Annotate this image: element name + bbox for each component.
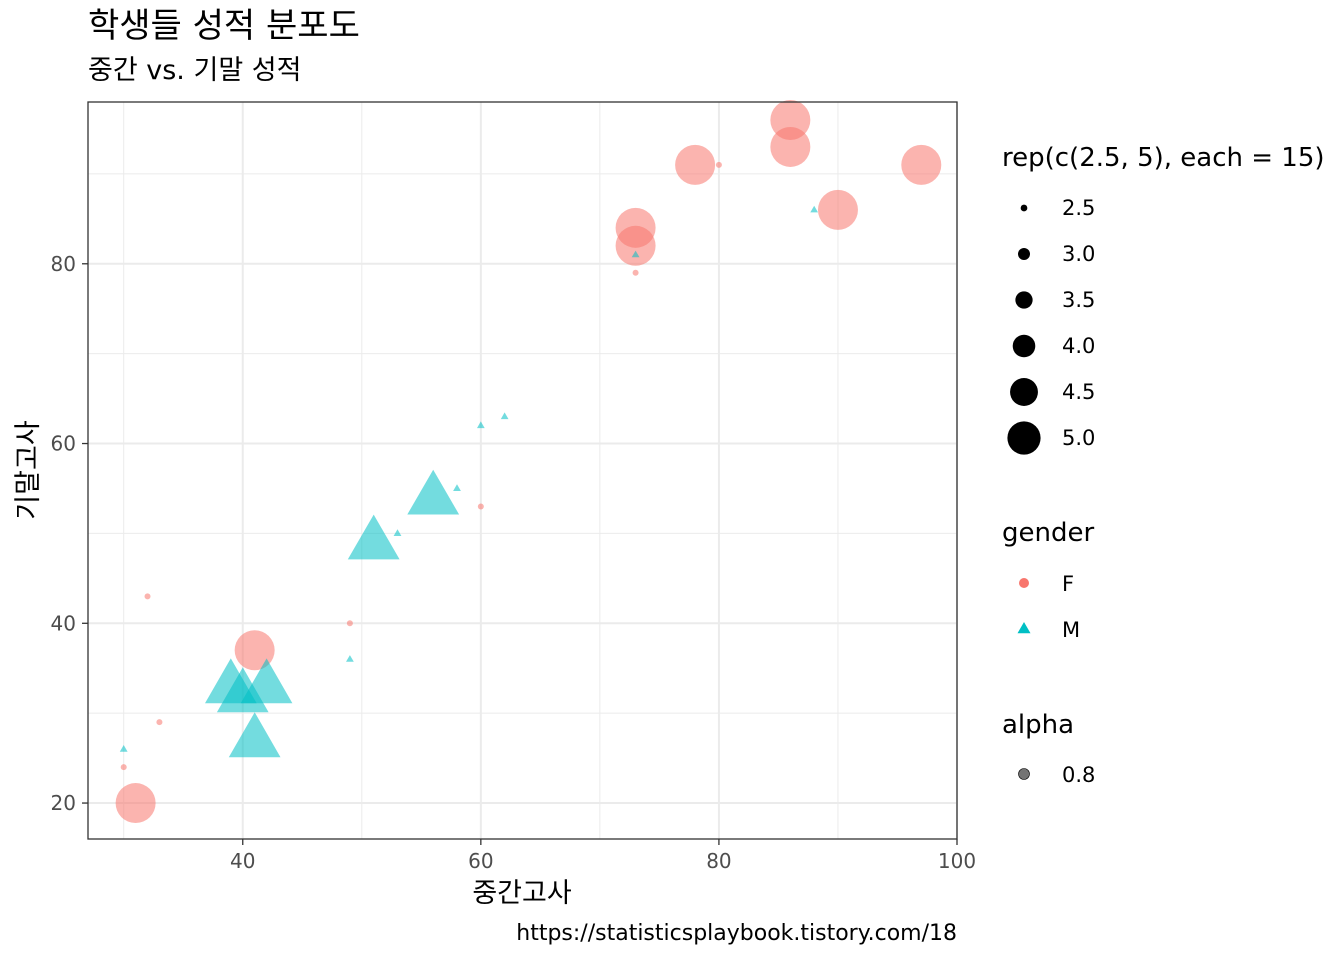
point-m-88-86 [810,205,818,213]
size-legend: rep(c(2.5, 5), each = 15) 2.5 3.0 3.5 4.0 4.… [1002,143,1325,455]
size-legend-label: 4.0 [1062,334,1095,358]
plot-panel [87,99,958,840]
point-f-32-43 [144,593,151,600]
gender-legend-keys: FM [1017,572,1080,642]
point-m-40-32 [216,667,269,713]
alpha-legend-key [1018,768,1030,780]
point-f-33-29 [156,719,163,726]
point-f-80-91 [715,161,722,168]
gender-legend-title: gender [1002,518,1094,548]
point-f-78-91 [675,144,716,185]
x-tick-label: 40 [230,849,255,873]
x-axis: 40 60 80 100 [230,839,976,873]
point-f-31-20 [115,783,156,824]
point-f-90-86 [817,189,858,230]
gender-legend-key-f [1019,578,1029,588]
point-m-51-49 [347,514,400,560]
point-m-56-54 [407,469,460,515]
point-f-86-93 [770,126,811,167]
size-legend-key [1015,291,1033,309]
point-m-30-26 [119,745,128,752]
y-tick-label: 40 [51,611,76,635]
point-f-73-79 [632,269,639,276]
gender-legend: gender FM [1002,518,1094,642]
size-legend-label: 2.5 [1062,196,1095,220]
point-f-60-53 [477,503,484,510]
point-m-60-62 [477,421,485,429]
x-tick-label: 80 [706,849,731,873]
size-legend-key [1020,204,1028,212]
point-f-30-24 [120,764,127,771]
point-f-41-37 [234,630,275,671]
size-legend-key [1010,378,1038,406]
size-legend-label: 3.5 [1062,288,1095,312]
x-tick-label: 100 [938,849,976,873]
alpha-legend-keys: 0.8 [1018,763,1095,787]
point-f-73-82 [615,225,656,266]
point-m-49-36 [346,655,354,662]
point-m-73-81 [631,250,640,258]
panel-border [87,101,958,840]
size-legend-label: 5.0 [1062,426,1095,450]
panel-background [88,102,957,839]
gender-legend-label: M [1062,618,1080,642]
point-f-97-91 [901,144,942,185]
size-legend-label: 3.0 [1062,242,1095,266]
x-tick-label: 60 [468,849,493,873]
size-legend-key [1018,248,1030,260]
point-m-62-63 [500,412,509,420]
point-m-58-55 [453,484,461,491]
point-m-53-50 [393,529,402,536]
y-tick-label: 60 [51,432,76,456]
alpha-legend-title: alpha [1002,710,1074,740]
alpha-legend-label: 0.8 [1062,763,1095,787]
x-axis-title: 중간고사 [472,878,572,909]
gender-legend-label: F [1062,572,1074,596]
y-tick-label: 20 [51,791,76,815]
size-legend-key [1007,421,1041,455]
size-legend-key [1012,334,1036,358]
y-tick-label: 80 [51,252,76,276]
major-gridlines [88,102,958,839]
point-f-49-40 [346,620,353,627]
alpha-legend: alpha 0.8 [1002,710,1095,787]
chart-caption: https://statisticsplaybook.tistory.com/1… [516,921,957,946]
legends: rep(c(2.5, 5), each = 15) 2.5 3.0 3.5 4.0 4.… [1002,143,1325,787]
chart-title: 학생들 성적 분포도 [88,6,360,46]
point-m-41-27 [228,712,281,758]
size-legend-label: 4.5 [1062,380,1095,404]
data-points [115,99,942,824]
y-axis: 20 40 60 80 [51,252,88,815]
gender-legend-key-m [1017,622,1031,634]
size-legend-keys: 2.5 3.0 3.5 4.0 4.5 5.0 [1007,196,1095,455]
y-axis-title: 기말고사 [13,420,44,520]
size-legend-title: rep(c(2.5, 5), each = 15) [1002,143,1325,173]
chart-subtitle: 중간 vs. 기말 성적 [88,55,301,86]
